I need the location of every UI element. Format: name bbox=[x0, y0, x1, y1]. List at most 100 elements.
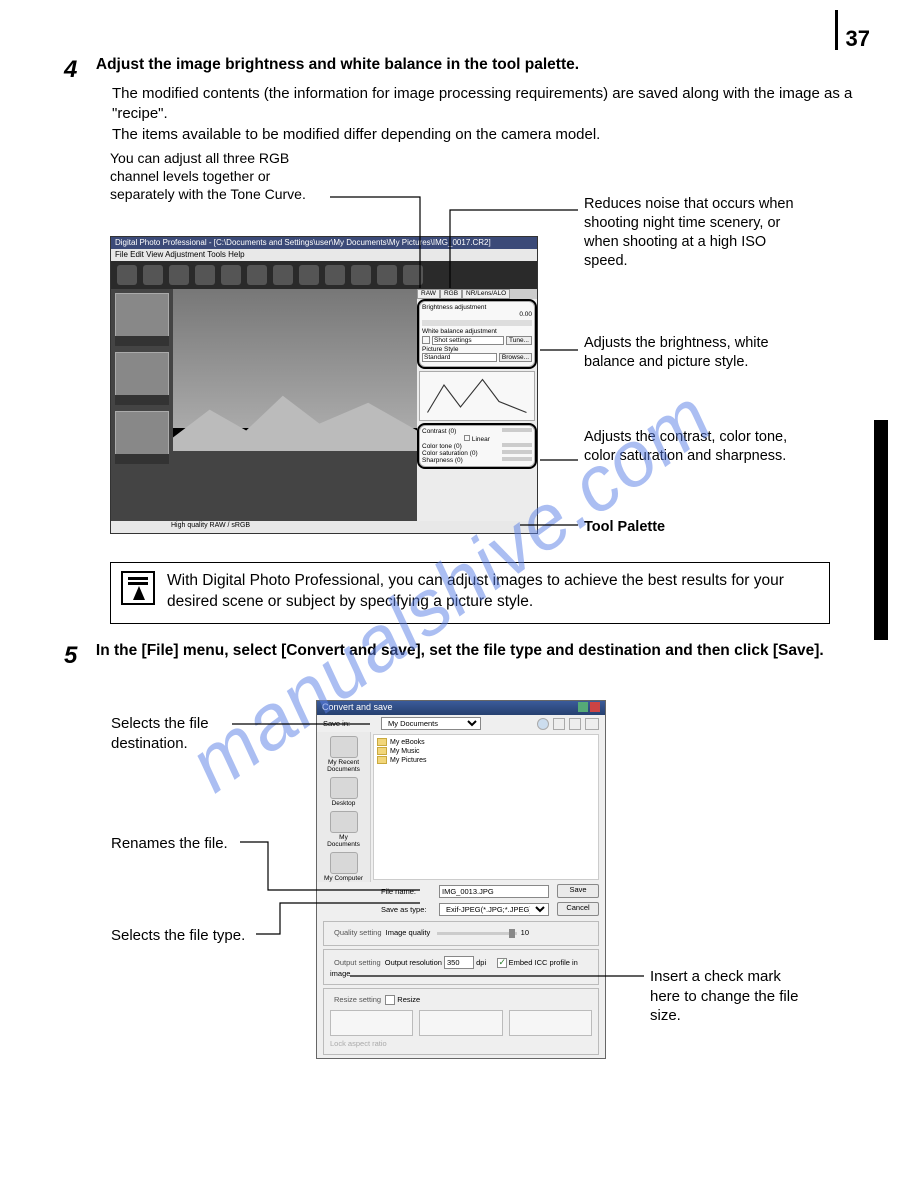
quality-slider[interactable] bbox=[437, 932, 517, 935]
step-4-number: 4 bbox=[64, 56, 92, 84]
convert-save-dialog: Convert and save Save in: My Documents M… bbox=[316, 700, 606, 1059]
place-desktop[interactable]: Desktop bbox=[324, 777, 364, 807]
thumbnail[interactable] bbox=[115, 352, 169, 396]
step-4: 4 Adjust the image brightness and white … bbox=[64, 56, 854, 145]
palette-tab-nr[interactable]: NR/Lens/ALO bbox=[462, 289, 510, 299]
place-mydocs[interactable]: My Documents bbox=[324, 811, 364, 848]
thumbnail-label bbox=[115, 395, 169, 405]
tip-text: With Digital Photo Professional, you can… bbox=[167, 572, 784, 610]
output-group: Output setting Output resolution dpi ✓ E… bbox=[323, 949, 599, 985]
file-item[interactable]: My eBooks bbox=[377, 738, 595, 746]
palette-tabs[interactable]: RAW RGB NR/Lens/ALO bbox=[417, 289, 537, 299]
filename-row: File name: Save bbox=[317, 882, 605, 900]
window-controls bbox=[578, 702, 600, 714]
close-icon[interactable] bbox=[590, 702, 600, 712]
photo-professional-window: Digital Photo Professional - [C:\Documen… bbox=[110, 236, 538, 534]
quality-value: 10 bbox=[521, 928, 529, 937]
filename-label: File name: bbox=[381, 887, 435, 896]
colortone-slider[interactable] bbox=[502, 443, 532, 447]
new-folder-icon[interactable] bbox=[569, 718, 581, 730]
folder-icon bbox=[377, 756, 387, 764]
file-name: My eBooks bbox=[390, 739, 425, 746]
quality-group: Quality setting Image quality 10 bbox=[323, 921, 599, 946]
app-titlebar: Digital Photo Professional - [C:\Documen… bbox=[111, 237, 537, 249]
mydocs-icon bbox=[330, 811, 358, 833]
place-label: My Documents bbox=[327, 834, 360, 848]
palette-histogram bbox=[419, 371, 535, 421]
toolbar-button[interactable] bbox=[377, 265, 397, 285]
toolbar-button[interactable] bbox=[169, 265, 189, 285]
places-bar: My Recent Documents Desktop My Documents… bbox=[317, 732, 371, 882]
toolbar-button[interactable] bbox=[221, 265, 241, 285]
callout-noise-reduction: Reduces noise that occurs when shooting … bbox=[584, 195, 804, 270]
toolbar-button[interactable] bbox=[247, 265, 267, 285]
cancel-button[interactable]: Cancel bbox=[557, 902, 599, 916]
nav-back-icon[interactable] bbox=[537, 718, 549, 730]
toolbar-button[interactable] bbox=[325, 265, 345, 285]
picture-style-browse[interactable]: Browse... bbox=[499, 353, 532, 362]
desktop-icon bbox=[330, 777, 358, 799]
resize-checkbox[interactable] bbox=[385, 995, 395, 1005]
file-list[interactable]: My eBooks My Music My Pictures bbox=[373, 734, 599, 880]
step-4-body-line2: The items available to be modified diffe… bbox=[112, 125, 854, 145]
folder-icon bbox=[377, 747, 387, 755]
filename-input[interactable] bbox=[439, 885, 549, 898]
palette-tab-rgb[interactable]: RGB bbox=[440, 289, 462, 299]
save-button[interactable]: Save bbox=[557, 884, 599, 898]
help-icon[interactable] bbox=[578, 702, 588, 712]
folder-icon bbox=[377, 738, 387, 746]
view-menu-icon[interactable] bbox=[585, 718, 599, 730]
step-4-body: The modified contents (the information f… bbox=[112, 84, 854, 145]
thumbnail-label bbox=[115, 454, 169, 464]
app-menubar[interactable]: File Edit View Adjustment Tools Help bbox=[111, 249, 537, 261]
sharpness-slider[interactable] bbox=[502, 457, 532, 461]
toolbar-button[interactable] bbox=[195, 265, 215, 285]
place-recent[interactable]: My Recent Documents bbox=[324, 736, 364, 773]
eyedropper-icon[interactable] bbox=[422, 336, 430, 344]
toolbar-button[interactable] bbox=[143, 265, 163, 285]
place-mycomputer[interactable]: My Computer bbox=[324, 852, 364, 882]
callout-brightness: Adjusts the brightness, white balance an… bbox=[584, 334, 804, 372]
toolbar-button[interactable] bbox=[273, 265, 293, 285]
step-5: 5 In the [File] menu, select [Convert an… bbox=[64, 642, 864, 670]
colorsat-slider[interactable] bbox=[502, 450, 532, 454]
output-res-label: Output resolution bbox=[385, 958, 442, 967]
savein-label: Save in: bbox=[323, 719, 377, 728]
saveastype-dropdown[interactable]: Exif-JPEG(*.JPG;*.JPEG) bbox=[439, 903, 549, 916]
toolbar-button[interactable] bbox=[351, 265, 371, 285]
output-res-input[interactable] bbox=[444, 956, 474, 969]
embed-icc-checkbox[interactable]: ✓ bbox=[497, 958, 507, 968]
step-4-body-line1: The modified contents (the information f… bbox=[112, 84, 854, 125]
picture-style-value[interactable]: Standard bbox=[422, 353, 497, 362]
brightness-slider[interactable] bbox=[422, 320, 532, 326]
step-5-number: 5 bbox=[64, 642, 92, 670]
palette-tab-raw[interactable]: RAW bbox=[417, 289, 440, 299]
colortone-label: Color tone (0) bbox=[422, 443, 462, 450]
toolbar-button[interactable] bbox=[117, 265, 137, 285]
brightness-label: Brightness adjustment bbox=[422, 304, 532, 311]
mycomputer-icon bbox=[330, 852, 358, 874]
file-item[interactable]: My Pictures bbox=[377, 756, 595, 764]
app-toolbar[interactable] bbox=[111, 261, 537, 289]
resize-unit-panel bbox=[509, 1010, 592, 1036]
resize-height-panel bbox=[419, 1010, 502, 1036]
place-label: My Computer bbox=[324, 875, 363, 882]
wb-shot-settings[interactable]: Shot settings bbox=[432, 336, 504, 345]
file-browser: My Recent Documents Desktop My Documents… bbox=[317, 732, 605, 882]
contrast-label: Contrast (0) bbox=[422, 428, 456, 435]
dialog-titlebar: Convert and save bbox=[317, 701, 605, 715]
thumbnail[interactable] bbox=[115, 293, 169, 337]
callout-resize: Insert a check mark here to change the f… bbox=[650, 967, 810, 1026]
savein-dropdown[interactable]: My Documents bbox=[381, 717, 481, 730]
linear-checkbox[interactable] bbox=[464, 435, 470, 441]
file-name: My Music bbox=[390, 748, 420, 755]
nav-up-icon[interactable] bbox=[553, 718, 565, 730]
place-label: Desktop bbox=[332, 800, 356, 807]
file-item[interactable]: My Music bbox=[377, 747, 595, 755]
contrast-slider[interactable] bbox=[502, 428, 532, 432]
thumbnail[interactable] bbox=[115, 411, 169, 455]
toolbar-button[interactable] bbox=[299, 265, 319, 285]
resize-width-panel bbox=[330, 1010, 413, 1036]
wb-tune-button[interactable]: Tune... bbox=[506, 336, 532, 345]
toolbar-button[interactable] bbox=[403, 265, 423, 285]
